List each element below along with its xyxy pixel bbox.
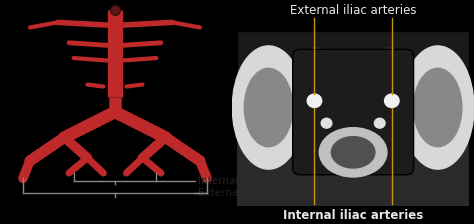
Circle shape [307, 94, 322, 108]
Ellipse shape [380, 48, 399, 64]
Ellipse shape [401, 46, 474, 169]
Text: Internal iliac arteries: Internal iliac arteries [283, 209, 423, 222]
Circle shape [384, 94, 399, 108]
Ellipse shape [323, 69, 383, 87]
FancyBboxPatch shape [292, 49, 413, 175]
Ellipse shape [413, 68, 462, 147]
Ellipse shape [335, 52, 371, 74]
Ellipse shape [331, 137, 375, 168]
Ellipse shape [319, 128, 387, 177]
Circle shape [321, 118, 332, 128]
Text: Internal: Internal [198, 176, 238, 186]
FancyBboxPatch shape [237, 31, 469, 101]
Circle shape [374, 118, 385, 128]
Text: External iliac arteries: External iliac arteries [290, 4, 416, 17]
FancyBboxPatch shape [237, 31, 469, 206]
Ellipse shape [307, 48, 327, 64]
Ellipse shape [245, 68, 292, 147]
Ellipse shape [232, 46, 305, 169]
Text: External: External [198, 188, 241, 198]
